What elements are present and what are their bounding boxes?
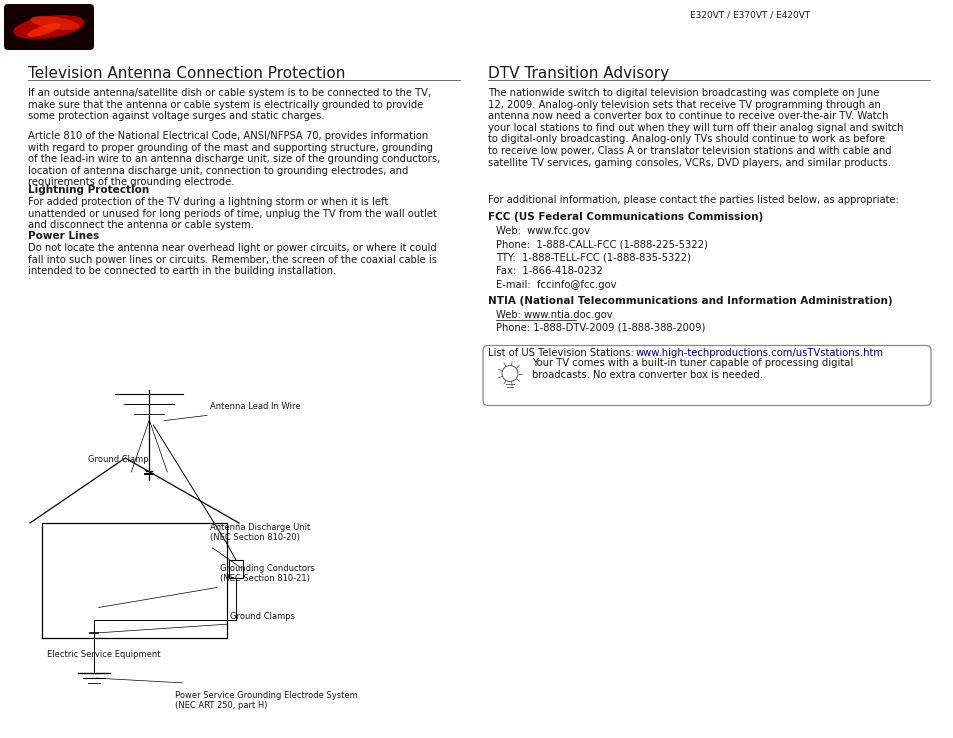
Text: NTIA (National Telecommunications and Information Administration): NTIA (National Telecommunications and In… — [488, 297, 892, 306]
Text: Lightning Protection: Lightning Protection — [28, 185, 149, 195]
Text: Phone:  1-888-CALL-FCC (1-888-225-5322): Phone: 1-888-CALL-FCC (1-888-225-5322) — [496, 240, 707, 249]
Text: Grounding Conductors
(NEC Section 810-21): Grounding Conductors (NEC Section 810-21… — [220, 564, 314, 583]
Text: E320VT / E370VT / E420VT: E320VT / E370VT / E420VT — [689, 10, 809, 19]
FancyBboxPatch shape — [4, 4, 94, 50]
Text: For added protection of the TV during a lightning storm or when it is left
unatt: For added protection of the TV during a … — [28, 197, 436, 230]
Text: Electric Service Equipment: Electric Service Equipment — [47, 650, 160, 659]
Text: DTV Transition Advisory: DTV Transition Advisory — [488, 66, 668, 81]
Text: Television Antenna Connection Protection: Television Antenna Connection Protection — [28, 66, 345, 81]
Text: Fax:  1-866-418-0232: Fax: 1-866-418-0232 — [496, 266, 602, 277]
Ellipse shape — [30, 16, 80, 30]
Text: Power Lines: Power Lines — [28, 231, 99, 241]
Text: Antenna Lead In Wire: Antenna Lead In Wire — [210, 402, 300, 411]
Text: E-mail:  fccinfo@fcc.gov: E-mail: fccinfo@fcc.gov — [496, 280, 616, 290]
Text: Web: www.ntia.doc.gov: Web: www.ntia.doc.gov — [496, 309, 612, 320]
Ellipse shape — [13, 15, 85, 39]
Text: FCC (US Federal Communications Commission): FCC (US Federal Communications Commissio… — [488, 212, 762, 222]
Text: If an outside antenna/satellite dish or cable system is to be connected to the T: If an outside antenna/satellite dish or … — [28, 88, 431, 121]
FancyBboxPatch shape — [482, 345, 930, 405]
Bar — [229, 560, 243, 578]
Text: For additional information, please contact the parties listed below, as appropri: For additional information, please conta… — [488, 195, 898, 205]
Text: Do not locate the antenna near overhead light or power circuits, or where it cou: Do not locate the antenna near overhead … — [28, 243, 436, 276]
Text: Ground Clamps: Ground Clamps — [230, 612, 294, 621]
Text: Phone: 1-888-DTV-2009 (1-888-388-2009): Phone: 1-888-DTV-2009 (1-888-388-2009) — [496, 323, 704, 333]
Text: The nationwide switch to digital television broadcasting was complete on June
12: The nationwide switch to digital televis… — [488, 88, 902, 168]
Text: Ground Clamp: Ground Clamp — [88, 455, 149, 464]
Text: TTY:  1-888-TELL-FCC (1-888-835-5322): TTY: 1-888-TELL-FCC (1-888-835-5322) — [496, 253, 690, 263]
Text: Article 810 of the National Electrical Code, ANSI/NFPSA 70, provides information: Article 810 of the National Electrical C… — [28, 131, 439, 187]
Ellipse shape — [28, 23, 61, 37]
Text: Power Service Grounding Electrode System
(NEC ART 250, part H): Power Service Grounding Electrode System… — [174, 691, 357, 711]
Text: www.high-techproductions.com/usTVstations.htm: www.high-techproductions.com/usTVstation… — [636, 348, 883, 359]
Text: Antenna Discharge Unit
(NEC Section 810-20): Antenna Discharge Unit (NEC Section 810-… — [210, 523, 310, 542]
Text: Your TV comes with a built-in tuner capable of processing digital
broadcasts. No: Your TV comes with a built-in tuner capa… — [532, 359, 852, 380]
Text: Web:  www.fcc.gov: Web: www.fcc.gov — [496, 226, 589, 236]
Text: List of US Television Stations:: List of US Television Stations: — [488, 348, 637, 359]
